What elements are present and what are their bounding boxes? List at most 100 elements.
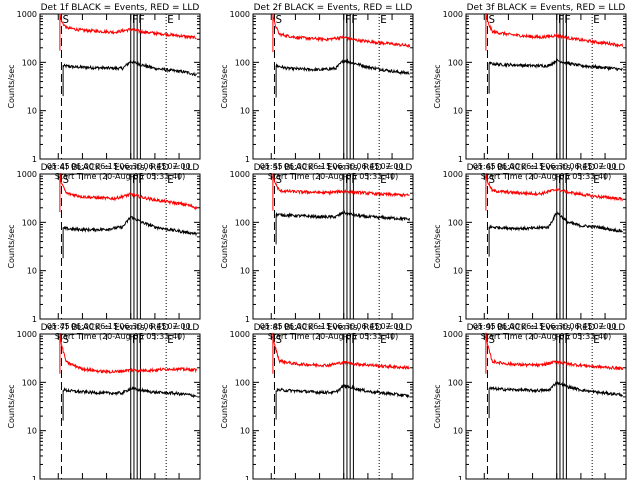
marker-label-f: F [138,173,145,186]
events-series-line [62,59,197,97]
marker-label-e: E [167,173,174,186]
marker-label-f: F [345,173,352,186]
lld-series-line [485,332,624,374]
x-tick-label: 06:30 [332,162,355,171]
x-tick-label: 06:15 [308,162,331,171]
x-tick-label: 06:00 [284,322,307,331]
x-tick-label: 06:00 [284,162,307,171]
y-tick-label: 10 [27,107,37,116]
y-axis-label: Counts/sec [433,64,442,108]
x-tick-label: 05:45 [260,322,283,331]
plot-frame [252,333,414,480]
lld-series-line [59,332,198,375]
x-tick-label: 06:30 [545,322,568,331]
x-tick-label: 06:00 [71,322,94,331]
y-axis-label: Counts/sec [220,384,229,428]
y-tick-label: 100 [448,378,463,387]
panel-title: Det 3f BLACK = Events, RED = LLD [467,3,626,13]
flare-interval-box [349,173,354,320]
lld-series-line [485,173,624,211]
plot-frame [465,13,627,160]
x-tick-label: 06:45 [143,322,166,331]
x-tick-label: 07:00 [594,162,617,171]
marker-label-f: F [132,13,139,26]
y-axis-label: Counts/sec [433,384,442,428]
y-tick-label: 1 [32,155,37,164]
marker-label-s: S [275,333,282,346]
x-tick-label: 06:45 [569,162,592,171]
plot-frame [465,173,627,320]
detector-panel-4: Det 4f BLACK = Events, RED = LLD 1 10 100 10… [7,163,201,341]
x-tick-label: 06:00 [497,162,520,171]
x-tick-label: 05:45 [47,162,70,171]
x-tick-label: 05:45 [473,322,496,331]
y-tick-label: 1000 [443,330,463,339]
y-tick-label: 1000 [443,10,463,19]
y-tick-label: 10 [240,107,250,116]
x-axis-label: Start Time (20-Aug-05 05:33:40) [268,172,399,181]
x-tick-label: 06:30 [545,162,568,171]
x-tick-label: 07:00 [168,322,191,331]
y-tick-label: 10 [27,267,37,276]
y-tick-label: 1000 [230,170,250,179]
marker-label-s: S [488,13,495,26]
y-axis-label: Counts/sec [7,64,16,108]
plot-frame [39,333,201,480]
y-tick-label: 1 [458,155,463,164]
x-tick-label: 06:45 [569,322,592,331]
detector-panel-7: Det 7f BLACK = Events, RED = LLD 1 10 100 10… [7,323,201,480]
x-axis-label: Start Time (20-Aug-05 05:33:40) [55,332,186,341]
marker-label-f: F [345,13,352,26]
plot-frame [252,173,414,320]
y-axis-label: Counts/sec [220,224,229,268]
y-tick-label: 10 [27,427,37,436]
y-tick-label: 100 [235,378,250,387]
marker-label-e: E [167,333,174,346]
marker-label-s: S [275,13,282,26]
x-tick-label: 05:45 [260,162,283,171]
x-tick-label: 07:00 [168,162,191,171]
panel-title: Det 4f BLACK = Events, RED = LLD [41,163,200,173]
flare-interval-box [130,333,135,480]
marker-label-e: E [593,333,600,346]
y-tick-label: 100 [448,218,463,227]
marker-label-e: E [593,173,600,186]
y-tick-label: 100 [235,218,250,227]
events-series-line [275,58,410,98]
panel-title: Det 8f BLACK = Events, RED = LLD [254,323,413,333]
x-axis-label: Start Time (20-Aug-05 05:33:40) [55,172,186,181]
detector-panel-1: Det 1f BLACK = Events, RED = LLD 1 10 100 10… [7,3,201,181]
y-tick-label: 1 [458,475,463,480]
events-series-line [62,215,197,259]
x-tick-label: 07:00 [381,162,404,171]
flare-interval-box [136,13,141,160]
marker-label-f: F [138,333,145,346]
marker-label-f: F [558,13,565,26]
y-tick-label: 1000 [17,10,37,19]
plot-frame [465,333,627,480]
marker-label-s: S [62,173,69,186]
x-tick-label: 06:30 [332,322,355,331]
x-axis-label: Start Time (20-Aug-05 05:33:40) [268,332,399,341]
marker-label-f: F [351,13,358,26]
detector-panel-8: Det 8f BLACK = Events, RED = LLD 1 10 100 10… [220,323,414,480]
detector-panel-3: Det 3f BLACK = Events, RED = LLD 1 10 100 10… [433,3,627,181]
marker-label-e: E [593,13,600,26]
x-tick-label: 06:15 [521,322,544,331]
marker-label-s: S [275,173,282,186]
y-tick-label: 100 [448,58,463,67]
x-tick-label: 06:15 [95,322,118,331]
marker-label-e: E [380,333,387,346]
events-series-line [488,381,623,419]
marker-label-f: F [138,13,145,26]
marker-label-e: E [167,13,174,26]
flare-interval-box [136,333,141,480]
marker-label-s: S [62,333,69,346]
y-tick-label: 10 [453,427,463,436]
detector-panel-6: Det 6f BLACK = Events, RED = LLD 1 10 100 10… [433,163,627,341]
x-tick-label: 06:45 [143,162,166,171]
x-axis-label: Start Time (20-Aug-05 05:33:40) [481,172,612,181]
panel-title: Det 1f BLACK = Events, RED = LLD [41,3,200,13]
flare-interval-box [343,13,348,160]
